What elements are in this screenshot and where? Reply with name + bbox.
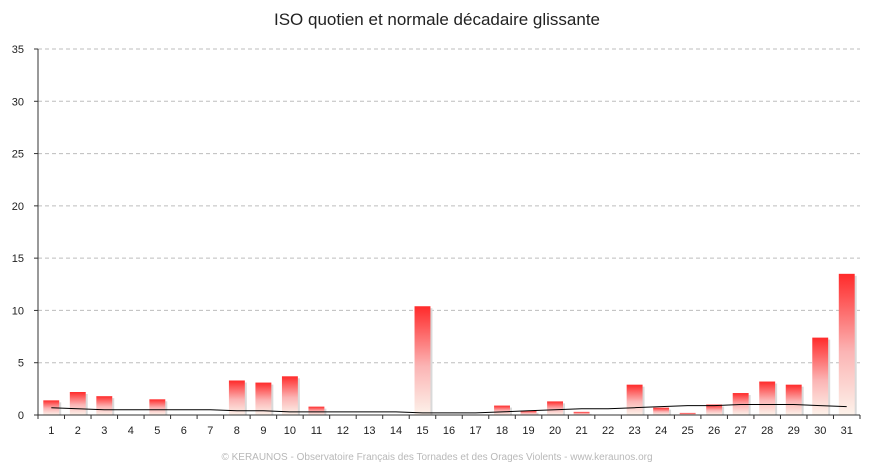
y-tick-label: 0 bbox=[18, 410, 24, 422]
x-tick-label: 13 bbox=[363, 425, 375, 437]
x-tick-label: 5 bbox=[154, 425, 160, 437]
chart-title: ISO quotien et normale décadaire glissan… bbox=[273, 10, 601, 29]
bar bbox=[812, 337, 829, 415]
bar bbox=[494, 405, 510, 415]
x-tick-label: 25 bbox=[682, 425, 694, 437]
footer-credit: © KERAUNOS - Observatoire Français des T… bbox=[221, 452, 653, 463]
x-tick-label: 9 bbox=[260, 425, 266, 437]
x-tick-label: 18 bbox=[496, 425, 508, 437]
bar bbox=[573, 411, 590, 415]
y-tick-label: 30 bbox=[12, 96, 24, 108]
bar bbox=[759, 381, 776, 415]
x-tick-label: 4 bbox=[128, 425, 134, 437]
bar bbox=[43, 400, 60, 415]
bar bbox=[228, 380, 245, 415]
bar bbox=[679, 412, 696, 415]
grid-lines bbox=[38, 48, 860, 364]
x-tick-label: 30 bbox=[814, 425, 826, 437]
x-tick-label: 6 bbox=[181, 425, 187, 437]
x-tick-label: 21 bbox=[575, 425, 587, 437]
x-tick-label: 26 bbox=[708, 425, 720, 437]
x-tick-label: 15 bbox=[416, 425, 428, 437]
bar bbox=[547, 401, 564, 415]
y-tick-label: 25 bbox=[12, 149, 24, 161]
bar bbox=[255, 382, 272, 415]
bar-series bbox=[43, 273, 857, 415]
y-tick-label: 10 bbox=[12, 305, 24, 317]
bar bbox=[838, 273, 855, 415]
x-tick-label: 19 bbox=[522, 425, 534, 437]
bar bbox=[706, 404, 723, 415]
normal-line bbox=[51, 404, 847, 414]
bar bbox=[414, 306, 431, 415]
bar bbox=[653, 407, 670, 415]
x-tick-label: 2 bbox=[75, 425, 81, 437]
x-tick-label: 12 bbox=[337, 425, 349, 437]
y-tick-label: 35 bbox=[12, 44, 24, 56]
x-tick-labels: 1 2 3 4 5 6 7 8 9 10 11 12 13 14 15 16 17 18 19 20 21 22 23 24 2… bbox=[48, 425, 853, 437]
x-tick-label: 31 bbox=[841, 425, 853, 437]
y-tick-label: 20 bbox=[12, 201, 24, 213]
bar bbox=[96, 396, 113, 415]
y-tick-labels: 0 5 10 15 20 25 30 35 bbox=[12, 44, 24, 422]
x-tick-label: 22 bbox=[602, 425, 614, 437]
x-tick-label: 28 bbox=[761, 425, 773, 437]
bar bbox=[626, 384, 643, 415]
bar bbox=[520, 410, 537, 415]
x-tick-label: 29 bbox=[788, 425, 800, 437]
x-tick-label: 10 bbox=[284, 425, 296, 437]
x-tick-label: 27 bbox=[735, 425, 747, 437]
y-tick-label: 5 bbox=[18, 358, 24, 370]
bar bbox=[149, 399, 166, 415]
x-tick-label: 1 bbox=[48, 425, 54, 437]
normal-line-series bbox=[51, 404, 847, 414]
x-tick-label: 20 bbox=[549, 425, 561, 437]
bar bbox=[281, 376, 298, 415]
x-tick-label: 11 bbox=[311, 425, 322, 437]
bar bbox=[308, 406, 325, 415]
x-tick-label: 14 bbox=[390, 425, 402, 437]
x-tick-label: 7 bbox=[207, 425, 213, 437]
x-tick-label: 8 bbox=[234, 425, 240, 437]
x-tick-label: 17 bbox=[469, 425, 481, 437]
y-tick-label: 15 bbox=[12, 253, 24, 265]
x-tick-label: 24 bbox=[655, 425, 667, 437]
bar bbox=[69, 391, 86, 415]
x-tick-label: 23 bbox=[628, 425, 640, 437]
x-tick-label: 16 bbox=[443, 425, 455, 437]
x-tick-label: 3 bbox=[101, 425, 107, 437]
bar bbox=[785, 384, 802, 415]
axes bbox=[34, 48, 861, 419]
